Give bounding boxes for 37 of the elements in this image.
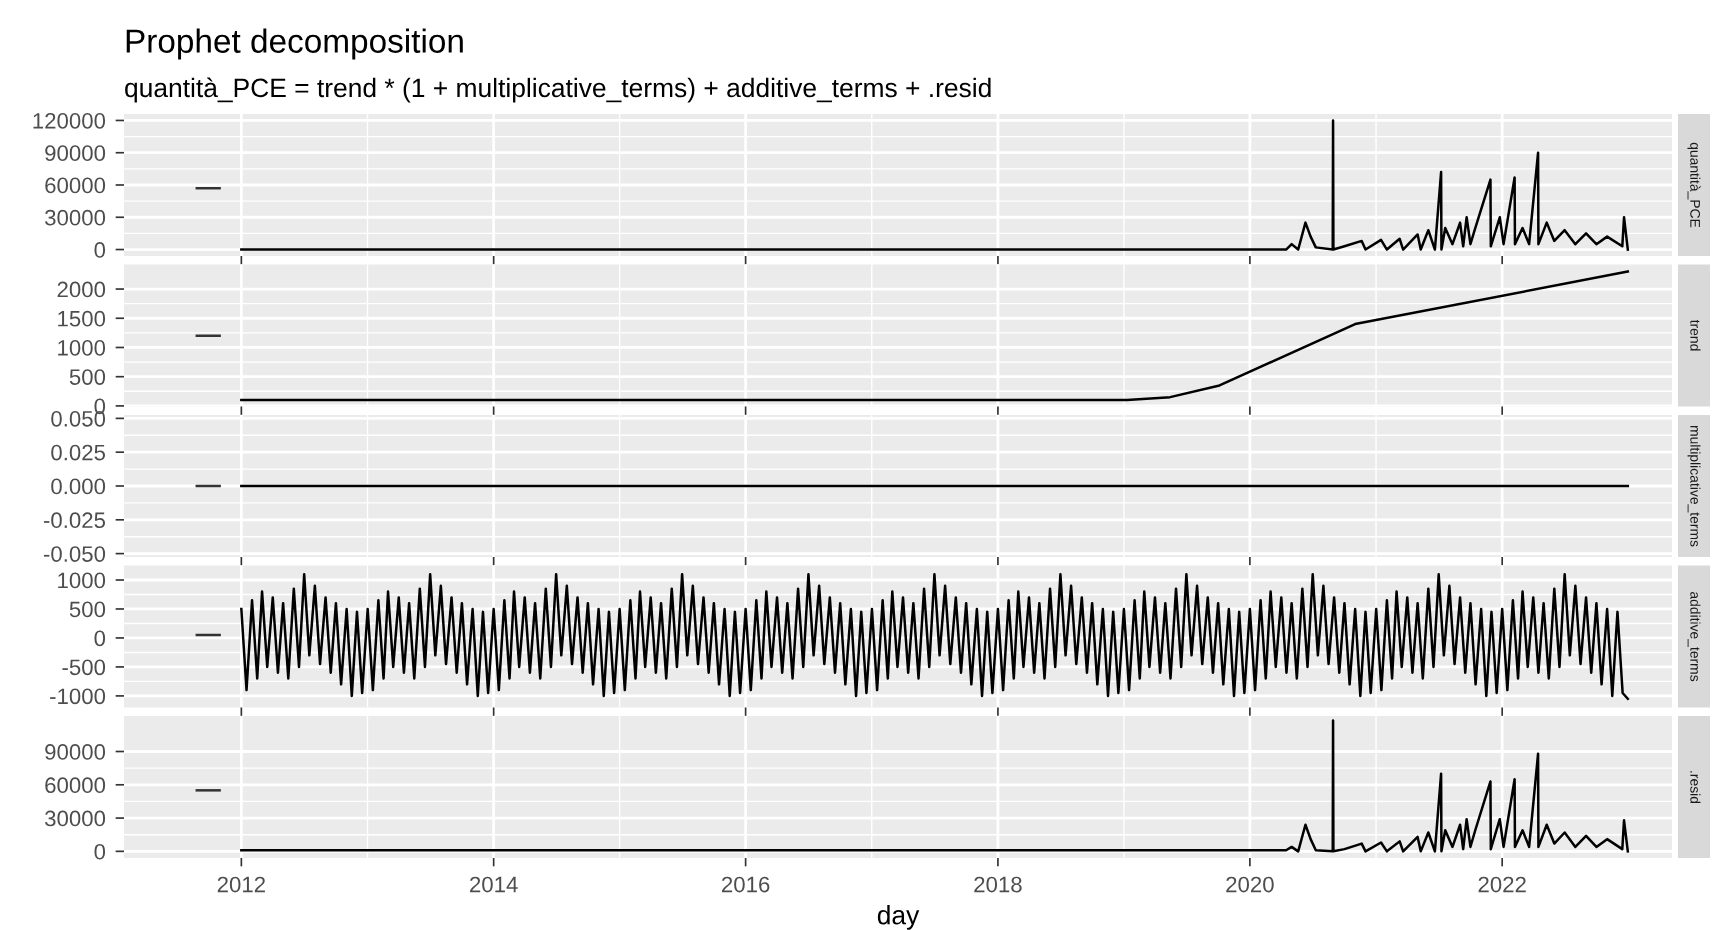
x-axis-title: day (877, 905, 920, 930)
y-tick-label: 30000 (45, 810, 106, 827)
y-tick-label: 90000 (45, 744, 106, 760)
chart-subtitle: quantità_PCE = trend * (1 + multiplicative_terms) + additive_terms + .resid (125, 77, 991, 103)
x-tick-label: 2012 (217, 876, 265, 893)
line-series (240, 572, 1630, 701)
line-series (240, 119, 1630, 251)
x-tick-label: 2022 (1478, 876, 1526, 893)
x-tick-label: 2016 (722, 876, 770, 893)
line-series (240, 270, 1630, 402)
y-tick-label: 1000 (58, 572, 106, 589)
y-tick-label: 0.050 (51, 410, 106, 427)
y-tick-label: -0.050 (43, 546, 106, 562)
y-tick-label: 0 (94, 843, 106, 860)
y-tick-label: 0 (94, 630, 106, 647)
x-tick-label: 2018 (974, 876, 1022, 893)
chart-title: Prophet decomposition (126, 28, 463, 60)
y-tick-label: 1500 (58, 310, 106, 327)
line-series (240, 719, 1630, 853)
y-tick-label: -0.025 (43, 512, 106, 529)
y-tick-label: 500 (69, 601, 106, 618)
y-tick-label: 60000 (45, 177, 106, 194)
y-tick-label: -500 (62, 659, 106, 676)
y-tick-label: 120000 (33, 112, 106, 129)
y-tick-label: 0 (94, 242, 106, 258)
y-tick-label: 500 (69, 369, 106, 385)
y-tick-label: 0.025 (51, 444, 106, 461)
y-tick-label: 90000 (45, 145, 106, 161)
y-tick-label: 60000 (45, 777, 106, 794)
y-tick-label: 0.000 (51, 478, 106, 495)
y-tick-label: 30000 (45, 209, 106, 226)
x-tick-label: 2014 (470, 876, 518, 893)
y-tick-label: 2000 (57, 281, 106, 298)
y-tick-label: 0 (94, 398, 106, 415)
y-tick-label: -1000 (50, 688, 106, 705)
x-tick-label: 2020 (1226, 876, 1274, 893)
y-tick-label: 1000 (58, 340, 106, 356)
